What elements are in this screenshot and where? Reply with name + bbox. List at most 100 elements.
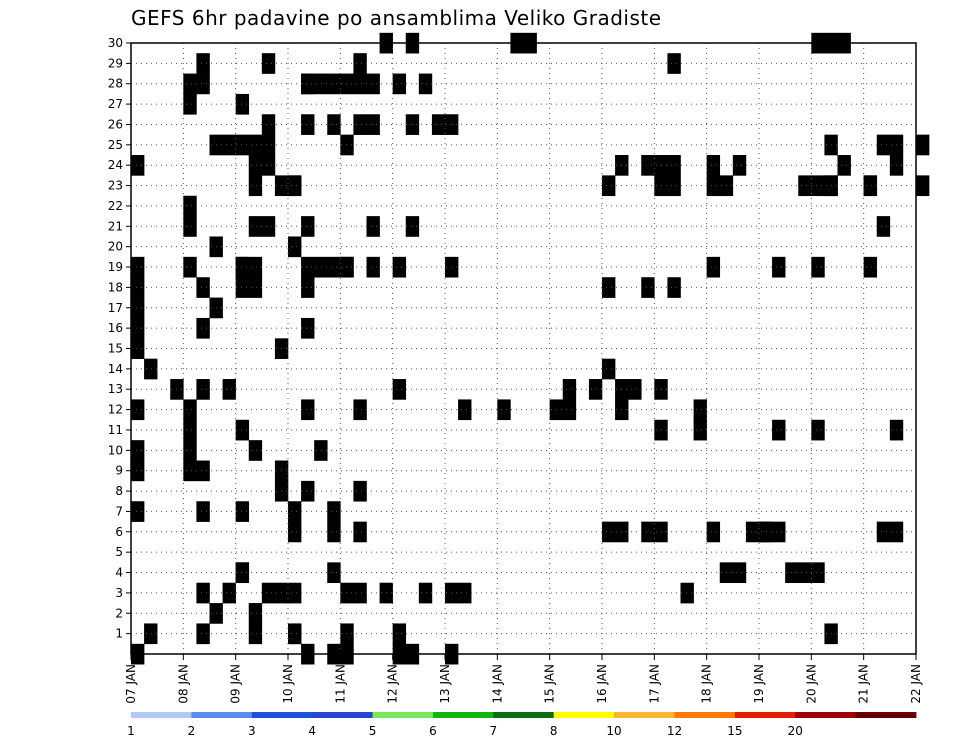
precip-cell [706, 155, 721, 176]
precip-cell [288, 501, 302, 522]
precip-cell [235, 501, 250, 522]
x-tick-label: 08 JAN [176, 664, 190, 704]
precip-cell [811, 256, 825, 278]
precip-cell [772, 419, 786, 441]
precip-cell [144, 358, 158, 380]
y-tick-label: 11 [108, 423, 123, 437]
precip-cell [418, 73, 433, 95]
precip-cell [183, 419, 197, 441]
precip-cell [876, 134, 891, 156]
precip-cell [131, 338, 145, 359]
precip-cell [876, 216, 891, 237]
precip-cell [131, 277, 145, 298]
y-tick-label: 17 [108, 301, 123, 315]
colorbar-label: 12 [667, 724, 682, 738]
y-tick-label: 21 [108, 219, 123, 233]
precip-cell [288, 175, 302, 197]
precip-cell [327, 114, 341, 135]
colorbar-label: 5 [369, 724, 377, 738]
colorbar-swatch [493, 712, 555, 718]
precip-cell [458, 399, 472, 421]
y-tick-label: 8 [115, 484, 123, 498]
precip-cell [602, 277, 616, 298]
precip-cell [353, 480, 367, 502]
x-tick-label: 22 JAN [909, 664, 923, 704]
y-tick-label: 1 [115, 627, 123, 641]
chart-title: GEFS 6hr padavine po ansamblima Veliko G… [131, 6, 662, 30]
precip-cell [602, 521, 616, 543]
y-tick-label: 9 [115, 464, 123, 478]
precip-cell [131, 399, 145, 421]
colorbar-label: 7 [489, 724, 497, 738]
colorbar-label: 8 [550, 724, 558, 738]
colorbar-label: 1 [127, 724, 135, 738]
precip-cell [340, 623, 354, 645]
precip-cell [248, 603, 263, 624]
precip-cell [353, 53, 367, 74]
precip-cell [261, 53, 276, 74]
precip-cell [353, 582, 367, 604]
x-tick-labels: 07 JAN 08 JAN 09 JAN 10 JAN 11 JAN 12 JAN 13 J… [124, 654, 923, 704]
precip-cell [144, 623, 158, 645]
precip-cell [314, 440, 328, 461]
precip-cell [798, 175, 812, 197]
colorbar-label: 20 [788, 724, 803, 738]
y-tick-label: 25 [108, 138, 123, 152]
precip-cell [183, 399, 197, 421]
precip-cell [327, 562, 341, 584]
precip-cell [405, 114, 420, 135]
precip-cell [916, 134, 930, 156]
precip-cell [288, 236, 302, 258]
precip-cell [196, 501, 210, 522]
precip-cell [248, 623, 263, 645]
y-tick-label: 22 [108, 199, 123, 213]
colorbar-label: 15 [727, 724, 742, 738]
precip-cell [745, 521, 760, 543]
precip-cell [235, 277, 250, 298]
precip-cell [602, 358, 616, 380]
precip-cell [667, 53, 681, 74]
precip-cell [366, 73, 380, 95]
precip-cell [693, 419, 707, 441]
y-tick-label: 5 [115, 545, 123, 559]
precip-cell [811, 175, 825, 197]
colorbar-swatch [614, 712, 675, 718]
y-tick-label: 29 [108, 56, 123, 70]
precip-cell [353, 114, 367, 135]
precip-cell [301, 277, 315, 298]
precip-cell [314, 73, 328, 95]
precip-cell [667, 155, 681, 176]
y-tick-label: 14 [108, 362, 123, 376]
precip-cell [876, 521, 891, 543]
precip-cell [196, 379, 210, 400]
precip-cell [183, 93, 197, 115]
y-tick-label: 4 [115, 566, 123, 580]
precip-cell [732, 562, 747, 584]
precip-cell [248, 175, 263, 197]
y-tick-label: 20 [108, 240, 123, 254]
precip-cell [248, 440, 263, 461]
x-tick-label: 13 JAN [438, 664, 452, 704]
precip-cell [131, 317, 145, 339]
precip-cell [353, 399, 367, 421]
precip-cell [392, 73, 407, 95]
precip-cell [340, 134, 354, 156]
colorbar-swatch [553, 712, 615, 718]
precip-cell [261, 134, 276, 156]
x-tick-label: 15 JAN [543, 664, 557, 704]
precip-cell [340, 73, 354, 95]
precip-cell [288, 582, 302, 604]
y-tick-labels: 1234567891011121314151617181920212223242… [108, 36, 131, 641]
colorbar-label: 10 [606, 724, 621, 738]
precip-cell [392, 623, 407, 645]
precip-cell [131, 155, 145, 176]
precip-cell [562, 379, 577, 400]
precip-cell [327, 256, 341, 278]
precip-cell [405, 216, 420, 237]
precip-cell [667, 277, 681, 298]
colorbar-swatch [372, 712, 434, 718]
precip-cell [196, 623, 210, 645]
precip-cell [196, 582, 210, 604]
precip-cell [641, 277, 655, 298]
precip-cell [863, 175, 878, 197]
